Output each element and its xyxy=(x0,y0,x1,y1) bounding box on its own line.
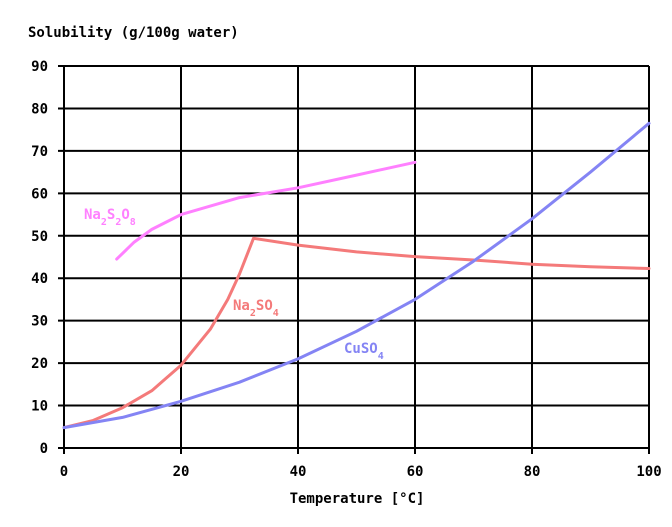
series-lines xyxy=(62,121,651,430)
series-line-Na2S2O8 xyxy=(115,160,417,261)
x-tick-label-2: 40 xyxy=(290,464,307,480)
grid xyxy=(58,65,650,454)
series-label-CuSO4: CuSO4 xyxy=(344,341,384,362)
y-tick-label-2: 20 xyxy=(31,356,48,372)
series-label-Na2SO4: Na2SO4 xyxy=(233,298,279,319)
x-tick-label-1: 20 xyxy=(173,464,190,480)
y-tick-label-6: 60 xyxy=(31,186,48,202)
y-tick-label-7: 70 xyxy=(31,144,48,160)
y-tick-label-9: 90 xyxy=(31,59,48,75)
x-tick-label-0: 0 xyxy=(60,464,68,480)
x-tick-label-4: 80 xyxy=(524,464,541,480)
series-label-Na2S2O8: Na2S2O8 xyxy=(84,207,136,228)
x-axis-title: Temperature [°C] xyxy=(290,491,425,507)
series-labels: Na2S2O8 Na2SO4 CuSO4 xyxy=(84,207,384,362)
series-line-CuSO4 xyxy=(62,121,651,430)
x-tick-label-5: 100 xyxy=(636,464,661,480)
tick-labels: 0 20 40 60 80 100 0 10 20 30 40 50 60 70 80 90 xyxy=(31,59,662,480)
y-tick-label-5: 50 xyxy=(31,229,48,245)
y-axis-title: Solubility (g/100g water) xyxy=(28,25,239,41)
y-tick-label-3: 30 xyxy=(31,314,48,330)
y-tick-label-8: 80 xyxy=(31,101,48,117)
x-tick-label-3: 60 xyxy=(407,464,424,480)
series-line-Na2SO4 xyxy=(62,236,651,430)
y-tick-label-0: 0 xyxy=(40,441,48,457)
y-tick-label-4: 40 xyxy=(31,271,48,287)
y-tick-label-1: 10 xyxy=(31,399,48,415)
